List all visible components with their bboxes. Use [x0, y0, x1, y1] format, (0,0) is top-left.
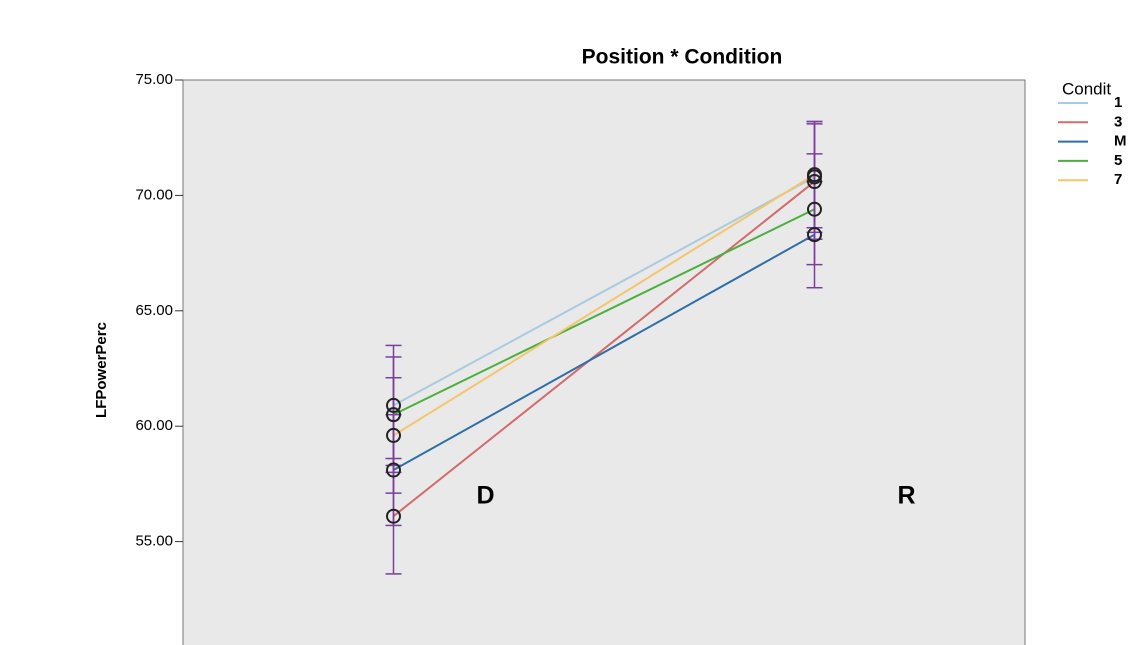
data-point [807, 174, 822, 190]
legend-label: 5 [1114, 152, 1122, 169]
data-point [386, 462, 401, 478]
series-line [393, 208, 815, 416]
legend-label: M [1114, 133, 1127, 150]
series-line [393, 176, 815, 407]
y-tick-label: 65.00 [135, 302, 173, 319]
plot-area [182, 79, 1026, 645]
y-axis-label: LFPowerPerc [93, 322, 110, 418]
legend-label: 1 [1114, 94, 1122, 111]
category-label: R [897, 482, 915, 510]
data-point [807, 167, 822, 183]
data-point [386, 397, 401, 413]
data-point [386, 508, 401, 524]
y-tick-label: 75.00 [135, 71, 173, 88]
data-point [386, 427, 401, 443]
y-tick-label: 55.00 [135, 533, 173, 550]
error-bar [385, 376, 402, 494]
series-line [392, 173, 816, 437]
y-tick-label: 70.00 [135, 186, 173, 203]
data-point [386, 407, 401, 423]
category-label: D [476, 482, 494, 510]
y-tick-label: 60.00 [135, 417, 173, 434]
legend-label: 3 [1114, 113, 1122, 130]
series-line [393, 233, 815, 471]
data-point [807, 227, 822, 243]
data-point [807, 201, 822, 217]
legend-title: Condit [1062, 79, 1111, 98]
series-line [392, 180, 816, 517]
legend-label: 7 [1114, 171, 1122, 188]
chart-title: Position * Condition [582, 46, 783, 69]
